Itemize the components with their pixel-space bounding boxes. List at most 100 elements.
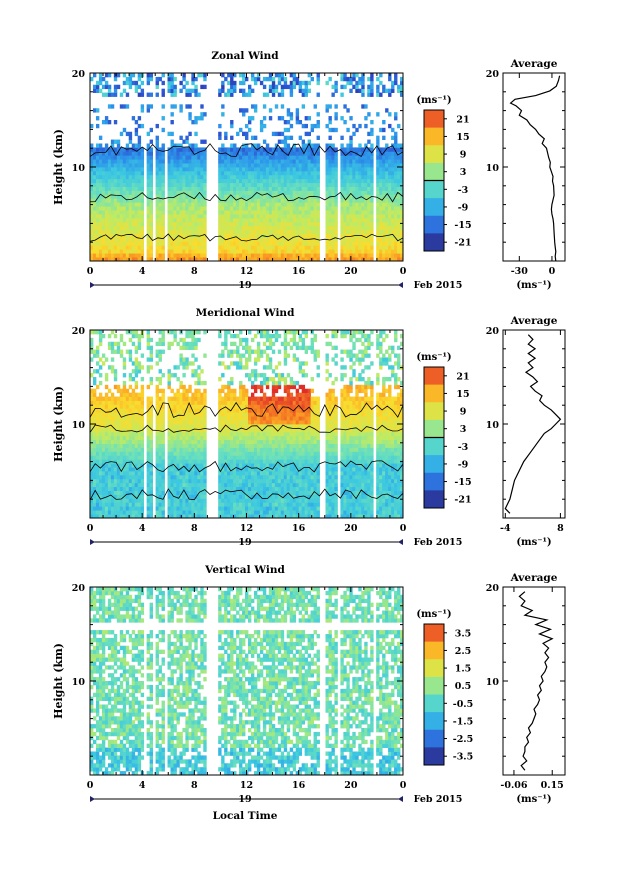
heatmap-cell [227, 88, 231, 93]
heatmap-cell [218, 135, 222, 140]
heatmap-cell [122, 214, 127, 219]
heatmap-cell [170, 170, 174, 176]
heatmap-cell [367, 112, 371, 117]
heatmap-cell [298, 182, 303, 187]
heatmap-cell [280, 76, 285, 82]
heatmap-cell [149, 163, 153, 168]
heatmap-cell [185, 217, 189, 223]
heatmap-cell [391, 237, 395, 242]
heatmap-cell [161, 514, 165, 519]
heatmap-cell [128, 431, 133, 437]
heatmap-cell [90, 170, 94, 176]
heatmap-cell [128, 76, 133, 82]
heatmap-cell [191, 506, 195, 511]
heatmap-cell [307, 159, 311, 164]
heatmap-cell [203, 198, 207, 203]
heatmap-cell [101, 170, 106, 176]
heatmap-cell [113, 435, 118, 441]
heatmap-cell [239, 88, 243, 93]
heatmap-cell [200, 190, 204, 195]
heatmap-cell [233, 194, 237, 199]
heatmap-cell [155, 217, 159, 223]
heatmap-cell [113, 202, 118, 207]
heatmap-cell [200, 194, 204, 199]
heatmap-cell [140, 388, 145, 394]
heatmap-cell [277, 186, 282, 191]
heatmap-cell [131, 486, 136, 491]
heatmap-cell [107, 435, 112, 441]
heatmap-cell [101, 471, 106, 476]
heatmap-cell [376, 233, 380, 238]
heatmap-cell [179, 478, 183, 484]
heatmap-cell [370, 174, 374, 180]
heatmap-cell [307, 225, 311, 231]
heatmap-cell [256, 198, 261, 203]
heatmap-cell [101, 482, 106, 488]
heatmap-cell [316, 170, 320, 176]
heatmap-cell [161, 490, 165, 495]
heatmap-cell [131, 498, 136, 503]
heatmap-cell [155, 151, 159, 156]
heatmap-cell [227, 408, 231, 413]
heatmap-cell [331, 221, 335, 227]
heatmap-cell [173, 186, 177, 191]
heatmap-cell [98, 198, 103, 203]
heatmap-cell [352, 123, 356, 129]
heatmap-cell [271, 206, 276, 211]
heatmap-cell [122, 380, 127, 386]
contour-line [89, 191, 404, 203]
heatmap-cell [173, 249, 177, 254]
average-x-tick-label: 0 [549, 266, 556, 277]
heatmap-cell [289, 123, 294, 129]
heatmap-cell [265, 143, 270, 148]
heatmap-cell [122, 416, 127, 421]
heatmap-cell [367, 249, 371, 254]
heatmap-cell [271, 147, 276, 152]
heatmap-cell [367, 139, 371, 144]
heatmap-cell [155, 424, 159, 429]
heatmap-cell [292, 73, 297, 78]
heatmap-cell [301, 202, 306, 207]
heatmap-cell [236, 253, 240, 258]
heatmap-cell [391, 210, 395, 215]
heatmap-cell [92, 155, 97, 160]
heatmap-cell [364, 104, 368, 109]
heatmap-cell [95, 174, 100, 180]
heatmap-cell [125, 463, 130, 468]
heatmap-cell [242, 245, 246, 250]
heatmap-cell [113, 377, 118, 382]
heatmap-cell [122, 459, 127, 464]
heatmap-cell [391, 257, 395, 262]
heatmap-cell [140, 424, 145, 429]
heatmap-cell [128, 237, 133, 242]
heatmap-cell [104, 229, 109, 234]
heatmap-cell [167, 237, 171, 242]
heatmap-cell [233, 159, 237, 164]
colorbar-tick-label: 9 [460, 150, 467, 161]
heatmap-cell [101, 333, 106, 339]
heatmap-cell [113, 416, 118, 421]
heatmap-cell [149, 506, 153, 511]
heatmap-cell [176, 416, 180, 421]
heatmap-cell [331, 170, 335, 176]
heatmap-cell [179, 392, 183, 397]
heatmap-cell [247, 151, 252, 156]
heatmap-cell [137, 241, 142, 246]
heatmap-cell [289, 174, 294, 180]
heatmap-cell [155, 123, 159, 129]
heatmap-cell [161, 253, 165, 258]
heatmap-cell [113, 92, 118, 97]
heatmap-cell [382, 206, 386, 211]
heatmap-cell [116, 245, 121, 250]
heatmap-cell [173, 253, 177, 258]
heatmap-cell [259, 249, 264, 254]
heatmap-cell [203, 412, 207, 417]
heatmap-cell [227, 510, 231, 515]
heatmap-cell [95, 186, 100, 191]
heatmap-cell [218, 131, 222, 137]
heatmap-cell [107, 167, 112, 172]
heatmap-cell [304, 131, 309, 137]
heatmap-cell [340, 170, 344, 176]
heatmap-cell [122, 443, 127, 448]
heatmap-cell [137, 143, 142, 148]
